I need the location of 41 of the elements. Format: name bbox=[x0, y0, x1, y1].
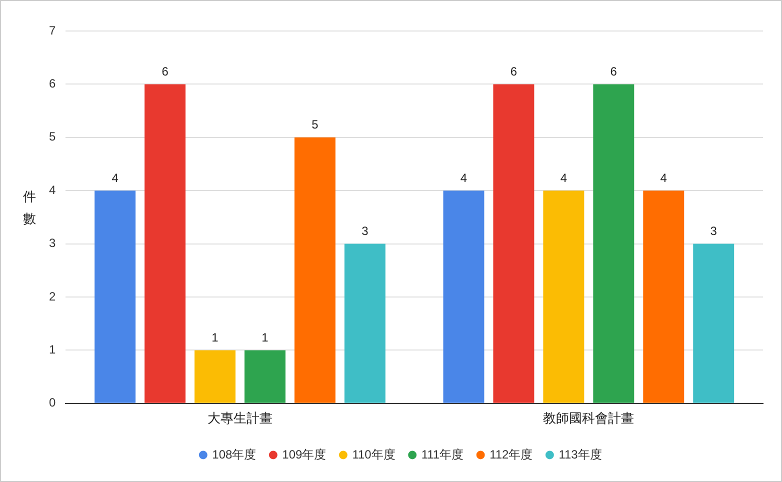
bar bbox=[543, 190, 584, 403]
bar bbox=[144, 84, 186, 403]
y-tick-label: 5 bbox=[48, 130, 56, 144]
legend-label: 110年度 bbox=[352, 447, 396, 462]
y-tick-label: 4 bbox=[48, 182, 56, 197]
bar bbox=[344, 244, 386, 403]
data-label: 3 bbox=[362, 224, 369, 238]
bar bbox=[244, 350, 286, 403]
y-axis-title: 件數 bbox=[23, 189, 37, 229]
legend-label: 113年度 bbox=[558, 447, 602, 462]
x-tick-label: 教師國科會計畫 bbox=[543, 412, 634, 427]
data-label: 3 bbox=[710, 224, 718, 238]
legend-label: 108年度 bbox=[212, 447, 256, 462]
y-tick-label: 3 bbox=[48, 236, 56, 250]
bar bbox=[194, 350, 236, 403]
y-tick-label: 2 bbox=[48, 289, 56, 304]
data-label: 4 bbox=[112, 170, 119, 185]
data-label: 4 bbox=[660, 170, 668, 185]
bar bbox=[693, 244, 734, 403]
bar bbox=[94, 190, 136, 403]
bar bbox=[493, 84, 534, 403]
data-label: 5 bbox=[312, 118, 319, 132]
data-label: 6 bbox=[510, 64, 518, 79]
bar bbox=[294, 137, 336, 403]
data-label: 4 bbox=[560, 170, 568, 185]
bar bbox=[593, 84, 634, 403]
data-label: 4 bbox=[460, 170, 468, 185]
data-label: 1 bbox=[262, 330, 269, 345]
legend-label: 109年度 bbox=[282, 447, 326, 462]
bar bbox=[643, 190, 684, 403]
bar bbox=[443, 190, 484, 403]
data-label: 6 bbox=[610, 64, 618, 79]
legend-label: 112年度 bbox=[490, 447, 533, 462]
data-label: 1 bbox=[212, 330, 219, 345]
y-tick-label: 1 bbox=[48, 342, 56, 357]
y-tick-label: 7 bbox=[48, 23, 56, 38]
data-label: 6 bbox=[162, 64, 169, 79]
y-tick-label: 6 bbox=[48, 76, 56, 91]
legend-label: 111年度 bbox=[421, 447, 464, 462]
y-tick-label: 0 bbox=[48, 396, 56, 410]
x-tick-label: 大專生計畫 bbox=[208, 412, 273, 427]
